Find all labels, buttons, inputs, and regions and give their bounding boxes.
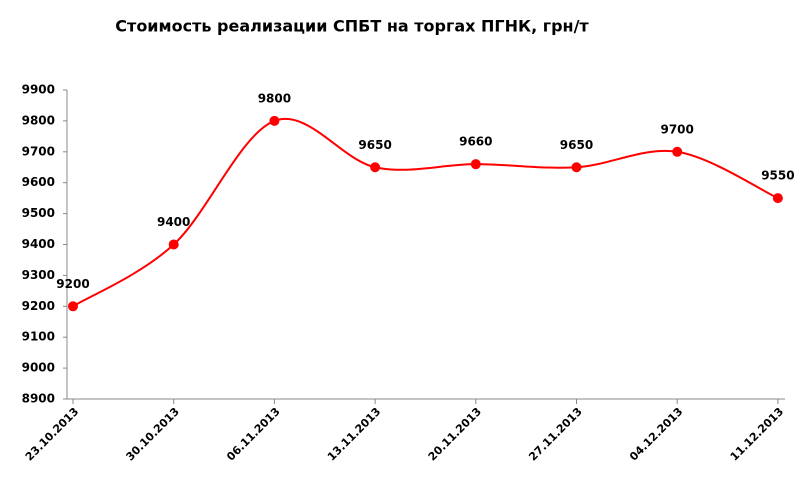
y-tick-label: 9100 bbox=[22, 330, 55, 344]
data-label: 9700 bbox=[660, 122, 693, 136]
y-tick-label: 9200 bbox=[22, 299, 55, 313]
point bbox=[571, 162, 582, 173]
x-tick-label: 23.10.2013 bbox=[23, 405, 81, 463]
point bbox=[269, 115, 280, 126]
point bbox=[370, 162, 381, 173]
point bbox=[772, 193, 783, 204]
x-tick-label: 20.11.2013 bbox=[426, 405, 484, 463]
data-label: 9550 bbox=[761, 169, 794, 183]
line bbox=[72, 117, 779, 308]
x-tick-label: 11.12.2013 bbox=[728, 405, 786, 463]
point bbox=[168, 239, 179, 250]
data-label: 9660 bbox=[459, 135, 492, 149]
data-label: 9400 bbox=[157, 215, 190, 229]
point bbox=[672, 146, 683, 157]
x-tick-label: 13.11.2013 bbox=[325, 405, 383, 463]
y-tick-label: 9600 bbox=[22, 175, 55, 189]
point bbox=[470, 159, 481, 170]
data-label: 9650 bbox=[358, 138, 391, 152]
y-tick-label: 9400 bbox=[22, 237, 55, 251]
x-tick-label: 27.11.2013 bbox=[526, 405, 584, 463]
y-tick-label: 9900 bbox=[22, 83, 55, 97]
data-label: 9800 bbox=[258, 91, 291, 105]
x-tick-label: 30.10.2013 bbox=[124, 405, 182, 463]
chart-title: Стоимость реализации СПБТ на торгах ПГНК… bbox=[115, 17, 589, 36]
y-tick-label: 9300 bbox=[22, 268, 55, 282]
y-tick-label: 8900 bbox=[22, 392, 55, 406]
y-tick-label: 9500 bbox=[22, 206, 55, 220]
point bbox=[68, 301, 78, 312]
y-tick-label: 9000 bbox=[22, 361, 55, 375]
data-label: 9650 bbox=[560, 138, 593, 152]
y-tick-label: 9700 bbox=[22, 144, 55, 158]
x-tick-label: 06.11.2013 bbox=[224, 405, 282, 463]
x-tick-label: 04.12.2013 bbox=[627, 405, 685, 463]
data-label: 9200 bbox=[56, 277, 89, 291]
y-tick-label: 9800 bbox=[22, 113, 55, 127]
